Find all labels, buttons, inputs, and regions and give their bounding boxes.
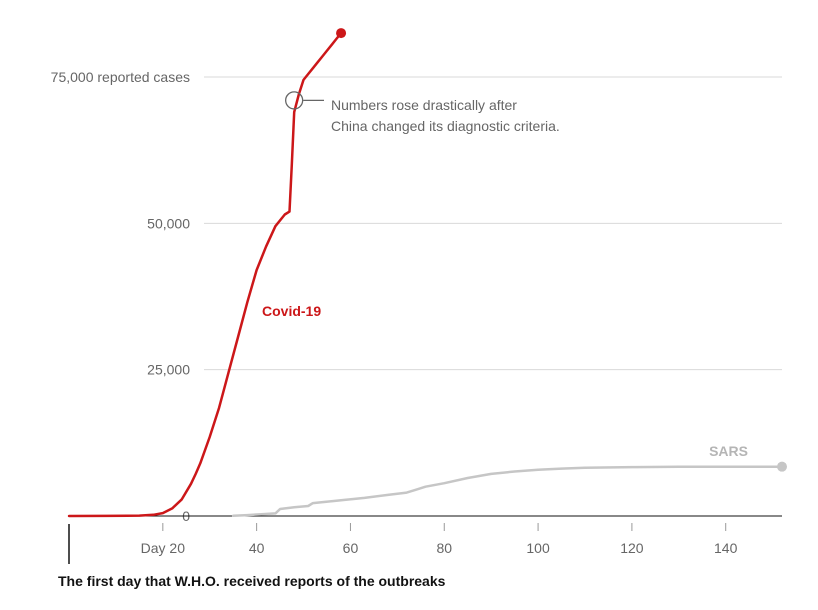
x-tick-label: Day 20 [141, 540, 186, 556]
x-tick-label: 40 [249, 540, 265, 556]
annotation-circle [285, 91, 304, 110]
y-tick-label: 50,000 [147, 215, 190, 231]
annotation-text: Numbers rose drastically after [331, 97, 517, 113]
series-endpoint [336, 28, 347, 39]
x-tick-label: 80 [436, 540, 452, 556]
y-tick-label: 25,000 [147, 362, 190, 378]
series-endpoint [777, 461, 787, 472]
footnote-group: The first day that W.H.O. received repor… [58, 524, 446, 589]
annotation: Numbers rose drastically after China chan… [285, 91, 560, 134]
x-tick-label: 100 [526, 540, 550, 556]
annotation-text: China changed its diagnostic criteria. [331, 118, 560, 134]
y-tick-label: 75,000 reported cases [51, 69, 190, 85]
series-line-sars [231, 465, 784, 517]
series-labels: Covid-19 SARS [262, 303, 748, 459]
x-tick-label: 140 [714, 540, 738, 556]
x-tick-label: 120 [620, 540, 644, 556]
series-lines [67, 28, 787, 518]
footnote: The first day that W.H.O. received repor… [58, 573, 446, 589]
series-label-sars: SARS [709, 443, 748, 459]
series-label-covid-19: Covid-19 [262, 303, 321, 319]
series-line-covid-19 [67, 31, 343, 518]
x-axis: Day 20 40 60 80 100 120 140 [69, 515, 782, 556]
grid-lines [204, 76, 782, 371]
x-tick-label: 60 [343, 540, 359, 556]
